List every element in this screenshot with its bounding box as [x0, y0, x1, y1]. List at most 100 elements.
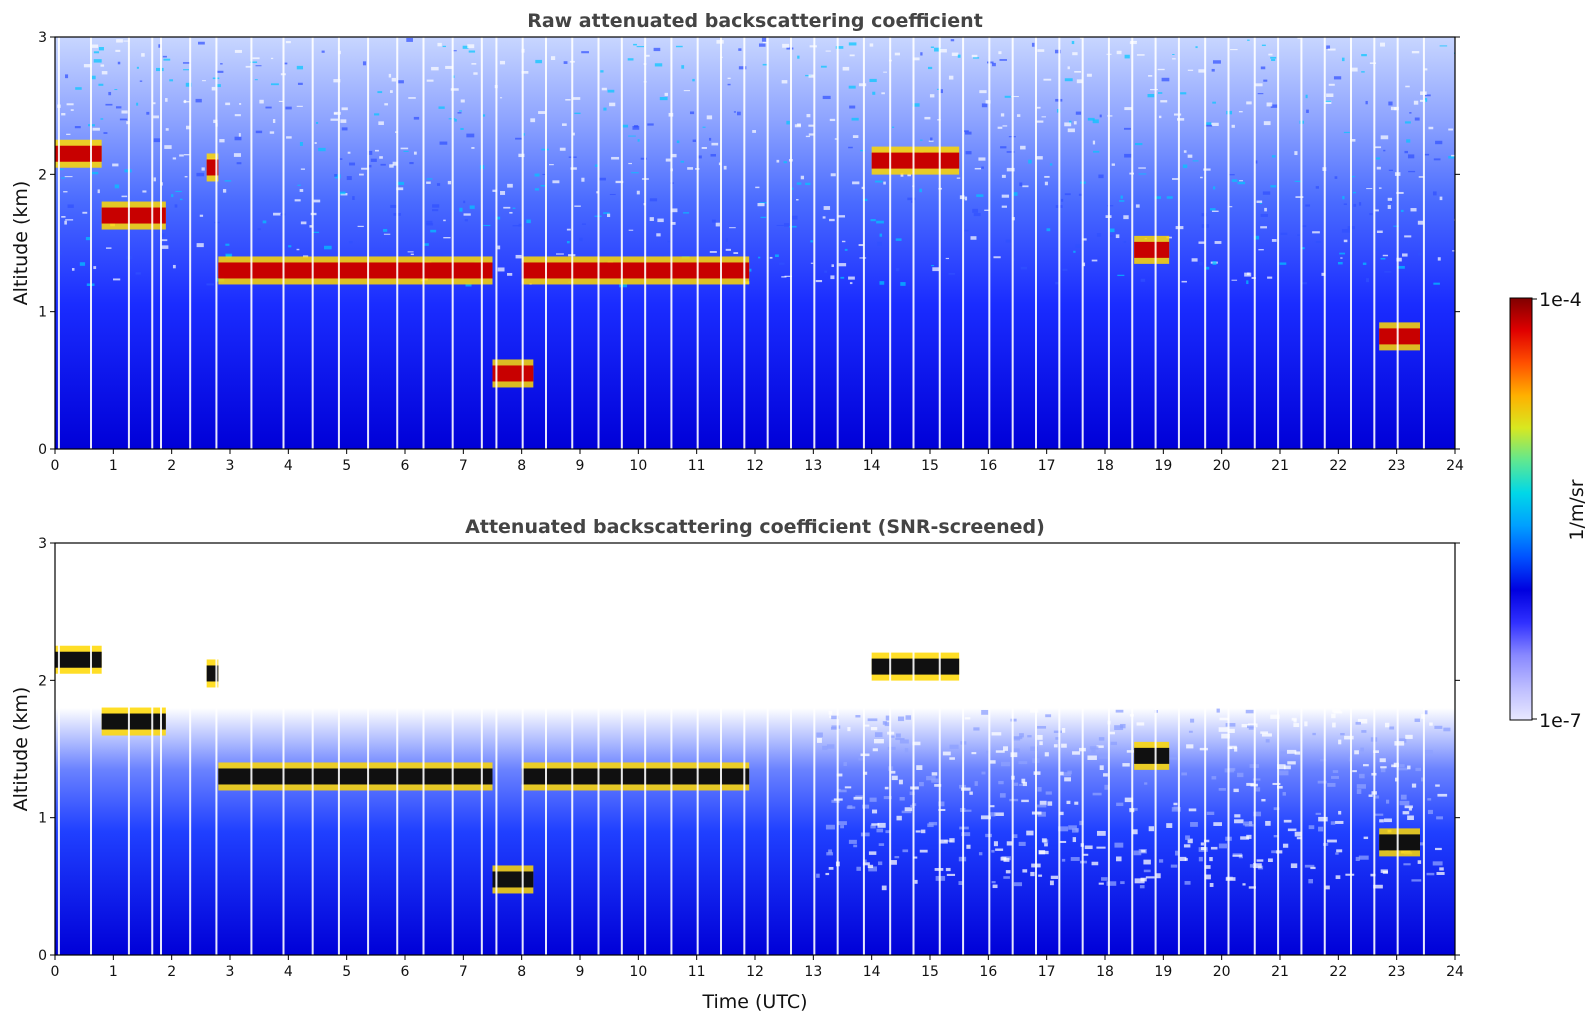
noise-speckle: [1049, 163, 1053, 166]
x-tick-label: 14: [863, 964, 881, 980]
noise-speckle: [1407, 815, 1414, 821]
noise-speckle: [1173, 802, 1178, 806]
noise-speckle: [867, 864, 874, 869]
noise-speckle: [670, 221, 676, 225]
data-gap-line: [480, 37, 483, 449]
noise-speckle: [1237, 772, 1244, 778]
data-gap-line: [1154, 543, 1157, 955]
data-gap-line: [1373, 543, 1376, 955]
noise-speckle: [1361, 71, 1365, 73]
noise-speckle: [1336, 849, 1343, 853]
noise-speckle: [464, 219, 468, 222]
data-gap-line: [215, 37, 218, 449]
noise-speckle: [815, 279, 823, 283]
noise-speckle: [333, 112, 338, 115]
noise-speckle: [853, 844, 858, 848]
noise-speckle: [1374, 795, 1380, 799]
noise-speckle: [1041, 116, 1047, 118]
noise-speckle: [997, 126, 1003, 129]
x-tick-label: 19: [1154, 458, 1172, 474]
noise-speckle: [1190, 821, 1198, 827]
noise-speckle: [640, 157, 647, 160]
noise-speckle: [783, 161, 788, 164]
noise-speckle: [1363, 764, 1369, 767]
data-gap-line: [670, 37, 673, 449]
noise-speckle: [515, 254, 522, 259]
noise-speckle: [1315, 241, 1322, 243]
noise-speckle: [1201, 213, 1207, 217]
noise-speckle: [563, 61, 568, 64]
bottom-heatmap: [55, 543, 1455, 955]
noise-speckle: [1214, 241, 1222, 244]
top-y-axis: 0 1 2 3: [38, 30, 1460, 458]
noise-speckle: [1073, 121, 1077, 125]
noise-speckle: [497, 245, 501, 250]
noise-speckle: [1342, 196, 1345, 200]
noise-speckle: [225, 254, 232, 258]
noise-speckle: [869, 78, 877, 83]
noise-speckle: [1064, 193, 1071, 196]
noise-speckle: [1439, 196, 1443, 201]
noise-speckle: [432, 204, 440, 208]
noise-speckle: [858, 757, 864, 761]
noise-speckle: [1092, 119, 1099, 124]
noise-speckle: [377, 91, 383, 94]
noise-speckle: [868, 866, 878, 872]
noise-speckle: [822, 95, 831, 100]
noise-speckle: [1172, 178, 1179, 180]
noise-speckle: [1270, 185, 1277, 188]
noise-speckle: [607, 89, 615, 93]
noise-speckle: [1399, 800, 1410, 806]
data-gap-line: [1177, 543, 1180, 955]
noise-speckle: [1012, 834, 1018, 839]
noise-speckle: [1234, 814, 1241, 818]
noise-speckle: [1005, 870, 1011, 874]
noise-speckle: [718, 162, 722, 166]
noise-speckle: [459, 110, 463, 112]
noise-speckle: [1221, 733, 1230, 739]
colorbar-max-label: 1e-4: [1539, 289, 1582, 311]
noise-speckle: [1287, 761, 1296, 765]
noise-speckle: [709, 251, 717, 253]
noise-speckle: [1432, 191, 1437, 196]
noise-speckle: [822, 216, 826, 219]
noise-speckle: [1247, 272, 1250, 276]
x-tick-label: 13: [804, 458, 822, 474]
noise-speckle: [883, 181, 886, 185]
data-gap-line: [90, 37, 92, 449]
noise-speckle: [851, 117, 859, 121]
noise-speckle: [1261, 733, 1272, 737]
data-gap-line: [1253, 37, 1256, 449]
noise-speckle: [312, 231, 320, 234]
noise-speckle: [389, 164, 394, 168]
noise-speckle: [1335, 852, 1339, 855]
noise-speckle: [1144, 782, 1148, 785]
noise-speckle: [1410, 208, 1417, 212]
noise-speckle: [1369, 62, 1377, 64]
noise-speckle: [384, 103, 388, 106]
noise-speckle: [183, 69, 189, 71]
noise-speckle: [637, 139, 640, 142]
noise-speckle: [1268, 53, 1273, 56]
noise-speckle: [556, 253, 564, 255]
noise-speckle: [1166, 196, 1173, 199]
noise-speckle: [1225, 723, 1236, 727]
noise-speckle: [499, 97, 503, 99]
noise-speckle: [636, 46, 645, 48]
noise-speckle: [1133, 850, 1142, 856]
noise-speckle: [518, 223, 523, 227]
noise-speckle: [849, 282, 853, 285]
data-gap-line: [1300, 37, 1303, 449]
noise-speckle: [315, 121, 319, 124]
noise-speckle: [442, 45, 446, 48]
noise-speckle: [907, 173, 911, 177]
noise-speckle: [259, 99, 264, 104]
noise-speckle: [117, 61, 121, 65]
noise-speckle: [919, 781, 924, 787]
x-tick-label: 2: [167, 458, 176, 474]
noise-speckle: [1204, 124, 1213, 127]
noise-speckle: [904, 807, 913, 812]
noise-speckle: [1245, 709, 1254, 714]
noise-speckle: [885, 830, 891, 834]
noise-speckle: [105, 103, 113, 106]
